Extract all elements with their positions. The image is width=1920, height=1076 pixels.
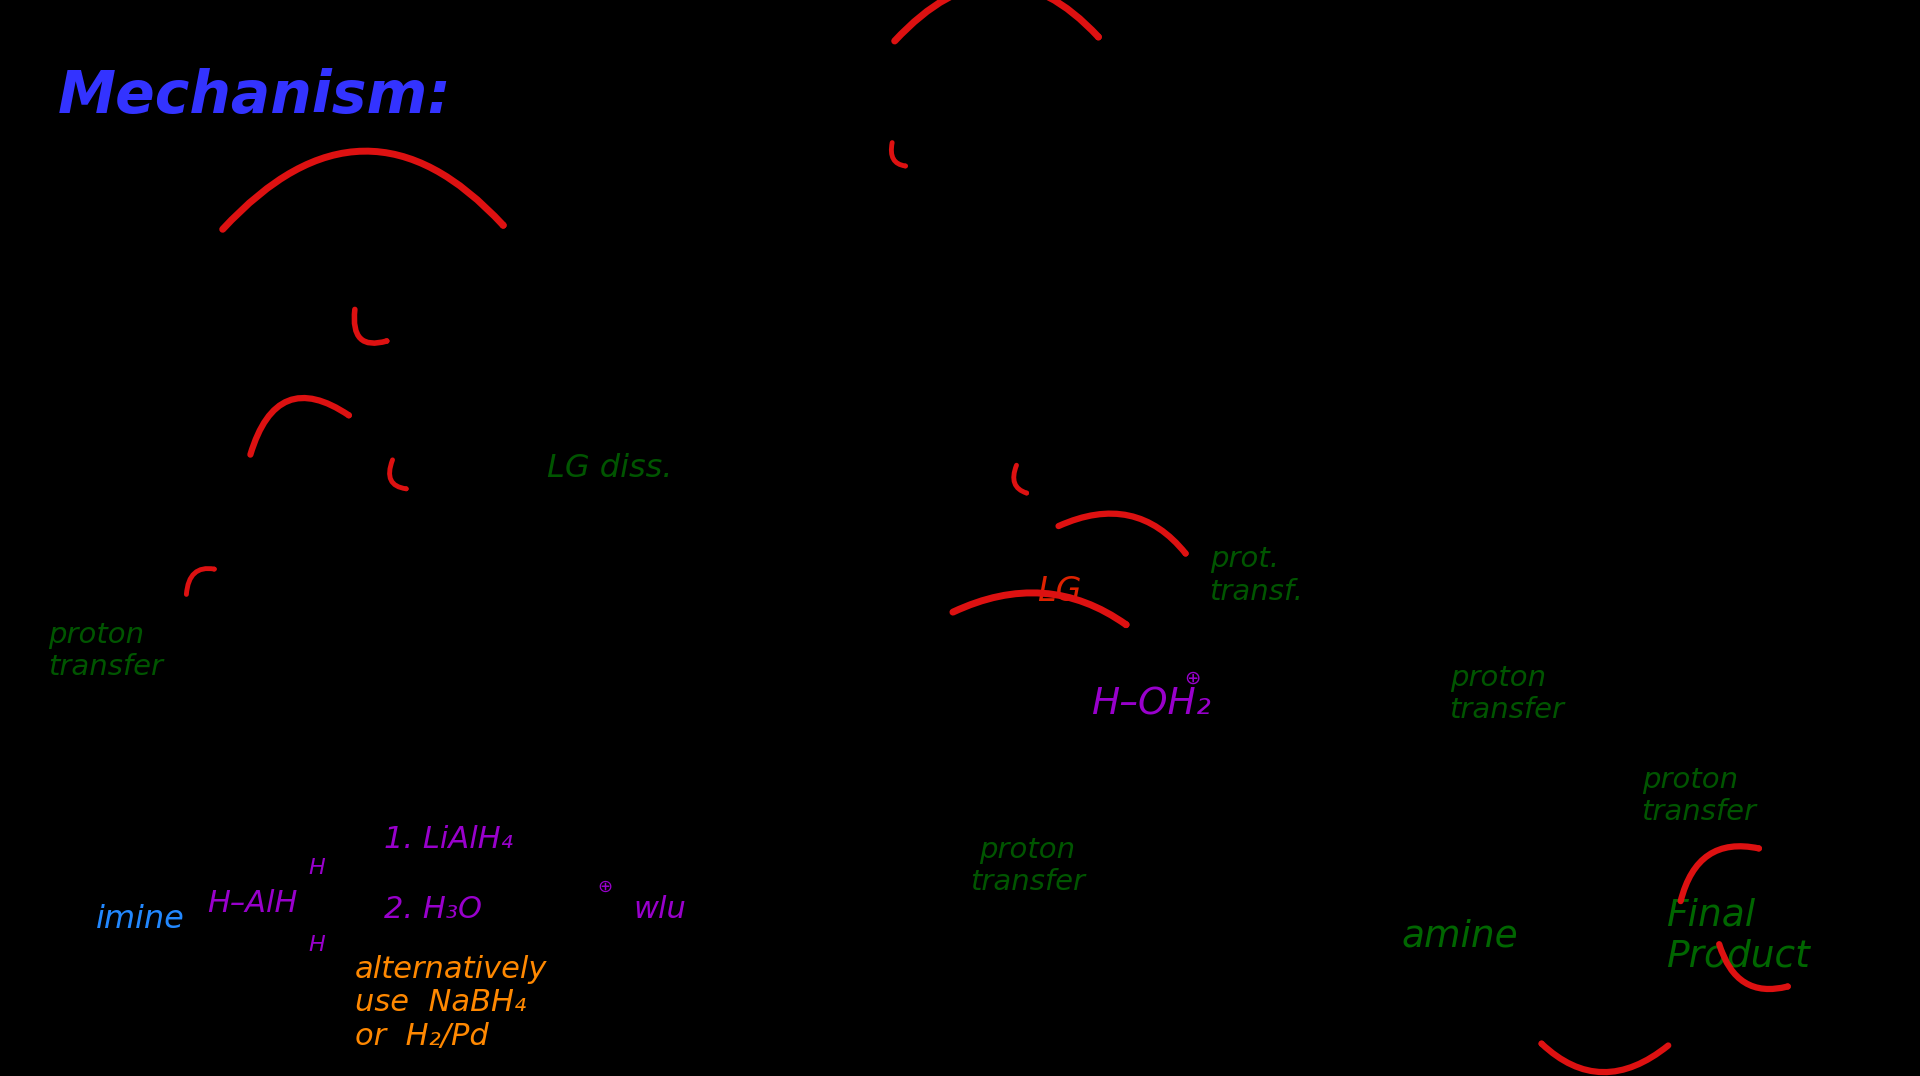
Text: imine: imine [96, 905, 184, 935]
FancyArrowPatch shape [952, 593, 1125, 625]
Text: 1. LiAlH₄: 1. LiAlH₄ [384, 825, 513, 853]
FancyArrowPatch shape [891, 143, 906, 166]
Text: ⊕: ⊕ [1185, 668, 1200, 688]
Text: Final
Product: Final Product [1667, 897, 1811, 975]
Text: 2. H₃O: 2. H₃O [384, 895, 482, 923]
Text: H–OH₂: H–OH₂ [1092, 686, 1212, 723]
Text: H: H [309, 859, 324, 878]
FancyArrowPatch shape [1680, 846, 1759, 901]
Text: amine: amine [1402, 918, 1519, 954]
Text: H–AlH: H–AlH [207, 890, 298, 918]
Text: LG diss.: LG diss. [547, 453, 672, 483]
Text: proton
transfer: proton transfer [1642, 766, 1757, 826]
Text: prot.
transf.: prot. transf. [1210, 546, 1304, 606]
FancyArrowPatch shape [186, 568, 215, 594]
FancyArrowPatch shape [1542, 1044, 1668, 1072]
FancyArrowPatch shape [1014, 465, 1027, 493]
Text: ⊕: ⊕ [597, 878, 612, 895]
Text: H: H [309, 935, 324, 954]
FancyArrowPatch shape [1058, 513, 1185, 553]
FancyArrowPatch shape [223, 151, 503, 229]
Text: proton
transfer: proton transfer [48, 621, 163, 681]
Text: LG: LG [1037, 576, 1083, 608]
Text: wlu: wlu [634, 895, 687, 923]
Text: Mechanism:: Mechanism: [58, 69, 451, 125]
Text: proton
transfer: proton transfer [1450, 664, 1565, 724]
Text: alternatively
use  NaBH₄
or  H₂/Pd: alternatively use NaBH₄ or H₂/Pd [355, 954, 547, 1051]
FancyArrowPatch shape [250, 398, 349, 455]
FancyArrowPatch shape [390, 459, 407, 489]
FancyArrowPatch shape [895, 0, 1098, 41]
Text: proton
transfer: proton transfer [970, 836, 1085, 896]
FancyArrowPatch shape [1718, 944, 1788, 989]
FancyArrowPatch shape [355, 310, 386, 343]
